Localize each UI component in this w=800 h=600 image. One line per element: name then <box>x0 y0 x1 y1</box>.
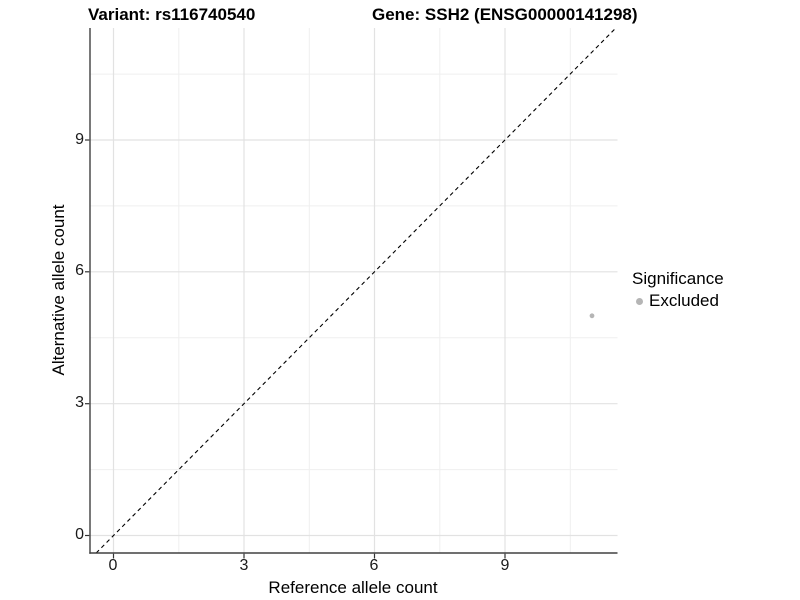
y-tick-label-9: 9 <box>75 131 84 148</box>
axis-lines <box>89 28 618 554</box>
plot-title-gene: Gene: SSH2 (ENSG00000141298) <box>372 5 638 24</box>
minor-gridlines <box>90 28 618 553</box>
tick-marks <box>85 139 506 559</box>
y-tick-label-6: 6 <box>75 262 84 279</box>
x-tick-label-3: 3 <box>239 557 249 574</box>
legend-key-dot-icon <box>636 297 643 305</box>
legend-title: Significance <box>632 269 724 288</box>
major-gridlines <box>90 28 618 553</box>
plot-title-variant: Variant: rs116740540 <box>88 5 256 24</box>
legend-item-label: Excluded <box>649 291 719 310</box>
legend-item-excluded: Excluded <box>632 291 800 311</box>
data-point <box>589 313 595 319</box>
y-tick-label-3: 3 <box>75 394 84 411</box>
y-axis-title: Alternative allele count <box>49 204 68 376</box>
x-tick-label-6: 6 <box>369 557 379 574</box>
legend: Significance Excluded <box>632 269 800 311</box>
x-tick-label-0: 0 <box>108 557 118 574</box>
y-tick-label-0: 0 <box>75 526 84 543</box>
x-tick-label-9: 9 <box>500 557 510 574</box>
identity-line <box>95 27 617 554</box>
x-axis-title: Reference allele count <box>268 578 438 597</box>
